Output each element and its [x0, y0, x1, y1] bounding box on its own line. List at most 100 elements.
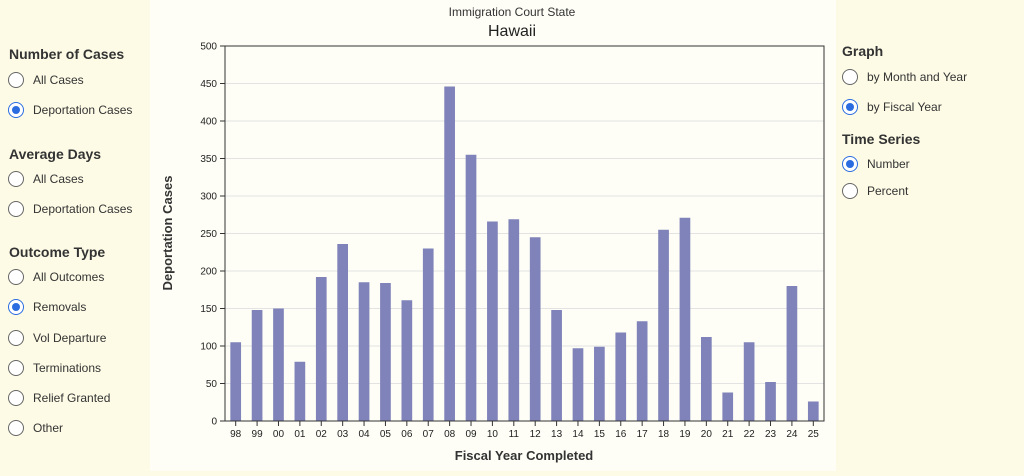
bar	[529, 237, 541, 421]
x-tick-label: 02	[316, 429, 328, 440]
radio-circle[interactable]	[842, 183, 858, 199]
radio-removals[interactable]: Removals	[8, 299, 86, 315]
bar	[465, 154, 477, 421]
radio-circle[interactable]	[8, 390, 24, 406]
radio-label: Terminations	[33, 361, 102, 375]
radio-terminations[interactable]: Terminations	[8, 360, 101, 376]
radio-label: All Cases	[33, 172, 84, 186]
graph-title: Graph	[842, 43, 884, 59]
radio-circle[interactable]	[8, 102, 24, 118]
radio-label: Deportation Cases	[33, 103, 133, 117]
radio-all-outcomes[interactable]: All Outcomes	[8, 269, 104, 285]
x-tick-label: 10	[487, 429, 499, 440]
bar	[380, 283, 391, 421]
x-tick-label: 19	[679, 429, 691, 440]
radio-label: by Month and Year	[867, 70, 968, 84]
radio-circle[interactable]	[8, 420, 24, 436]
radio-other[interactable]: Other	[8, 420, 63, 436]
y-axis-label: Deportation Cases	[160, 176, 175, 291]
bar	[594, 346, 605, 421]
radio-label: Removals	[33, 300, 87, 314]
chart-subtitle: Immigration Court State	[449, 5, 576, 19]
x-tick-label: 23	[765, 429, 777, 440]
radio-label: Number	[867, 157, 910, 171]
x-tick-label: 25	[808, 429, 820, 440]
x-tick-label: 21	[722, 429, 734, 440]
x-tick-label: 12	[530, 429, 542, 440]
bar	[337, 244, 349, 421]
bar	[636, 321, 648, 421]
bar	[401, 300, 413, 421]
x-tick-label: 98	[230, 429, 242, 440]
radio-number-all-cases[interactable]: All Cases	[8, 72, 84, 88]
radio-label: Deportation Cases	[33, 202, 133, 216]
bar	[551, 310, 562, 421]
bar	[700, 337, 712, 421]
y-tick-label: 350	[200, 154, 217, 165]
outcome-type-title: Outcome Type	[9, 244, 106, 260]
bar	[422, 248, 434, 421]
x-tick-label: 13	[551, 429, 563, 440]
y-tick-label: 300	[200, 192, 217, 203]
bar	[273, 308, 284, 421]
radio-percent[interactable]: Percent	[842, 183, 908, 199]
x-tick-label: 01	[294, 429, 306, 440]
radio-label: All Outcomes	[33, 270, 105, 284]
radio-circle[interactable]	[842, 156, 858, 172]
radio-relief-granted[interactable]: Relief Granted	[8, 390, 110, 406]
x-tick-label: 08	[444, 429, 456, 440]
bar	[294, 361, 306, 421]
bar	[615, 332, 627, 421]
x-tick-label: 18	[658, 429, 670, 440]
radio-number[interactable]: Number	[842, 156, 910, 172]
bar	[572, 348, 584, 421]
bar-chart: Immigration Court State Hawaii 050100150…	[160, 5, 825, 463]
radio-circle[interactable]	[8, 330, 24, 346]
radio-circle[interactable]	[8, 201, 24, 217]
x-tick-label: 20	[701, 429, 713, 440]
radio-label: All Cases	[33, 73, 84, 87]
x-tick-label: 09	[465, 429, 477, 440]
x-tick-label: 24	[786, 429, 798, 440]
radio-circle[interactable]	[8, 171, 24, 187]
y-tick-label: 400	[200, 117, 217, 128]
x-tick-label: 15	[594, 429, 606, 440]
radio-avg-deportation-cases[interactable]: Deportation Cases	[8, 201, 132, 217]
x-tick-label: 14	[572, 429, 584, 440]
x-tick-label: 22	[744, 429, 756, 440]
radio-circle[interactable]	[8, 72, 24, 88]
bar	[743, 342, 755, 421]
radio-by-fiscal-year[interactable]: by Fiscal Year	[842, 99, 942, 115]
radio-label: Other	[33, 421, 64, 435]
y-tick-label: 50	[206, 379, 218, 390]
bar	[230, 342, 242, 421]
radio-label: Percent	[867, 184, 909, 198]
radio-label: Relief Granted	[33, 391, 111, 405]
bar	[508, 219, 520, 421]
bars	[230, 86, 819, 421]
x-tick-label: 99	[252, 429, 264, 440]
time-series-title: Time Series	[842, 131, 921, 147]
radio-circle[interactable]	[842, 99, 858, 115]
bar	[444, 86, 455, 421]
x-tick-label: 16	[615, 429, 627, 440]
y-tick-label: 500	[200, 42, 217, 53]
x-tick-label: 06	[401, 429, 413, 440]
x-tick-label: 17	[637, 429, 649, 440]
x-tick-label: 00	[273, 429, 285, 440]
radio-number-deportation-cases[interactable]: Deportation Cases	[8, 102, 132, 118]
radio-circle[interactable]	[8, 269, 24, 285]
radio-circle[interactable]	[8, 360, 24, 376]
chart-title: Hawaii	[488, 23, 536, 40]
radio-circle[interactable]	[842, 69, 858, 85]
average-days-title: Average Days	[9, 146, 102, 162]
chart-area: Immigration Court State Hawaii 0 50 100 150…	[150, 0, 836, 471]
radio-circle[interactable]	[8, 299, 24, 315]
x-axis-label: Fiscal Year Completed	[455, 448, 594, 463]
radio-by-month-and-year[interactable]: by Month and Year	[842, 69, 967, 85]
y-tick-label: 150	[200, 304, 217, 315]
bar	[487, 221, 498, 421]
radio-avg-all-cases[interactable]: All Cases	[8, 171, 84, 187]
radio-vol-departure[interactable]: Vol Departure	[8, 330, 106, 346]
y-tick-label: 200	[200, 267, 217, 278]
